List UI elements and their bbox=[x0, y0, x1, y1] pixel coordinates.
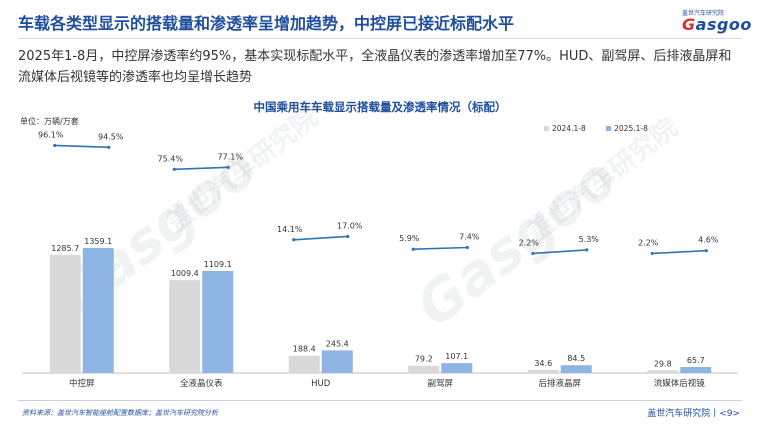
bar-label-2025-4: 84.5 bbox=[567, 354, 585, 363]
penetration-point-from-5 bbox=[650, 251, 654, 256]
bar-2025-0 bbox=[82, 248, 114, 373]
legend-label-2025: 2025.1-8 bbox=[614, 124, 648, 133]
penetration-label-from-0: 96.1% bbox=[38, 130, 64, 139]
logo-g: G bbox=[682, 15, 696, 34]
x-tick-0: 中控屏 bbox=[69, 378, 95, 389]
penetration-point-from-4 bbox=[531, 251, 535, 256]
x-tick-5: 流媒体后视镜 bbox=[654, 378, 706, 389]
penetration-point-from-1 bbox=[172, 167, 176, 171]
penetration-point-to-3 bbox=[465, 245, 469, 250]
bar-2024-1 bbox=[169, 280, 201, 373]
penetration-point-to-2 bbox=[346, 234, 350, 239]
logo-wordmark: Gasgoo bbox=[682, 15, 752, 34]
penetration-point-to-1 bbox=[226, 165, 230, 169]
penetration-point-from-3 bbox=[411, 247, 415, 251]
bar-label-2024-2: 188.4 bbox=[293, 345, 316, 354]
chart-title: 中国乘用车车载显示搭载量及渗透率情况（标配） bbox=[253, 100, 507, 114]
logo-rest: asgoo bbox=[695, 15, 752, 34]
source-note: 资料来源：盖世汽车智能座舱配置数据库；盖世汽车研究院分析 bbox=[22, 409, 218, 417]
footer-divider bbox=[18, 400, 742, 401]
penetration-label-from-3: 5.9% bbox=[399, 234, 420, 243]
bar-label-2025-5: 65.7 bbox=[687, 356, 705, 365]
bar-2024-2 bbox=[288, 355, 320, 373]
penetration-label-to-2: 17.0% bbox=[337, 221, 363, 230]
summary-text: 2025年1-8月，中控屏渗透率约95%，基本实现标配水平，全液晶仪表的渗透率增… bbox=[18, 49, 732, 85]
penetration-label-to-4: 5.3% bbox=[579, 235, 600, 244]
penetration-line-0 bbox=[54, 144, 109, 149]
bar-2025-3 bbox=[441, 363, 473, 373]
x-tick-4: 后排液晶屏 bbox=[538, 378, 581, 389]
bar-2025-5 bbox=[680, 366, 712, 373]
penetration-point-from-0 bbox=[53, 143, 57, 148]
bar-2024-0 bbox=[49, 254, 81, 373]
legend-item-2024: 2024.1-8 bbox=[544, 124, 586, 133]
bar-label-2024-0: 1285.7 bbox=[51, 244, 79, 253]
penetration-point-to-5 bbox=[704, 249, 708, 253]
bar-2024-4 bbox=[527, 369, 559, 373]
penetration-point-to-0 bbox=[107, 145, 111, 149]
legend-label-2024: 2024.1-8 bbox=[552, 124, 586, 133]
penetration-line-3 bbox=[413, 246, 468, 251]
penetration-label-to-5: 4.6% bbox=[698, 236, 719, 245]
chart-legend: 2024.1-8 2025.1-8 bbox=[544, 124, 666, 133]
legend-swatch-2025 bbox=[606, 126, 612, 131]
legend-swatch-2024 bbox=[544, 126, 549, 131]
bar-label-2024-1: 1009.4 bbox=[171, 269, 199, 278]
bar-2025-2 bbox=[321, 350, 353, 373]
bar-label-2025-1: 1109.1 bbox=[204, 260, 232, 269]
bar-2024-3 bbox=[408, 365, 440, 373]
gasgoo-logo: 盖世汽车研究院 Gasgoo bbox=[682, 8, 751, 36]
penetration-label-from-4: 2.2% bbox=[519, 238, 540, 247]
penetration-label-from-2: 14.1% bbox=[277, 225, 303, 234]
x-tick-1: 全液晶仪表 bbox=[180, 378, 223, 389]
penetration-line-2 bbox=[293, 235, 348, 241]
penetration-label-from-5: 2.2% bbox=[638, 238, 659, 247]
penetration-line-5 bbox=[652, 249, 707, 255]
bar-2025-4 bbox=[560, 365, 592, 373]
bar-2024-5 bbox=[647, 370, 679, 373]
penetration-label-to-3: 7.4% bbox=[459, 232, 480, 241]
header-divider bbox=[18, 38, 742, 39]
penetration-label-to-0: 94.5% bbox=[98, 132, 124, 141]
penetration-line-4 bbox=[532, 249, 587, 255]
penetration-label-to-1: 77.1% bbox=[218, 152, 244, 161]
bar-label-2025-3: 107.1 bbox=[445, 352, 468, 361]
page-title: 车载各类型显示的搭载量和渗透率呈增加趋势，中控屏已接近标配水平 bbox=[18, 14, 515, 33]
bar-label-2024-5: 29.8 bbox=[654, 359, 672, 368]
x-tick-2: HUD bbox=[311, 379, 331, 389]
logo-subtitle: 盖世汽车研究院 bbox=[682, 10, 725, 17]
bar-label-2025-0: 1359.1 bbox=[84, 237, 112, 246]
bar-2025-1 bbox=[202, 270, 234, 373]
bar-label-2025-2: 245.4 bbox=[326, 339, 349, 348]
page-number: 盖世汽车研究院丨<9> bbox=[647, 409, 740, 419]
legend-item-2025: 2025.1-8 bbox=[606, 124, 648, 133]
unit-label: 单位：万辆/万套 bbox=[20, 117, 79, 126]
penetration-line-1 bbox=[174, 166, 229, 171]
bar-label-2024-3: 79.2 bbox=[415, 355, 433, 364]
bar-label-2024-4: 34.6 bbox=[534, 359, 552, 368]
x-tick-3: 副驾屏 bbox=[427, 378, 453, 389]
penetration-point-to-4 bbox=[585, 248, 589, 252]
penetration-label-from-1: 75.4% bbox=[158, 154, 184, 163]
penetration-point-from-2 bbox=[292, 238, 296, 242]
